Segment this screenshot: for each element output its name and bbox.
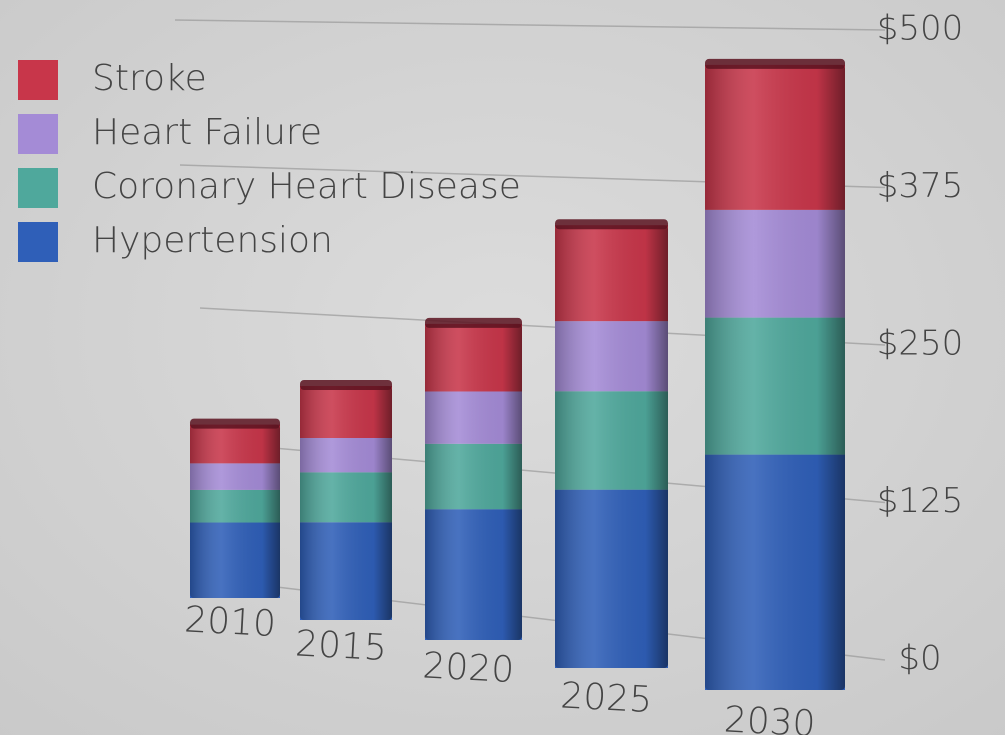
bar-top [425, 317, 522, 328]
bar-shading [300, 386, 392, 620]
x-tick-label: 2020 [422, 645, 516, 691]
x-tick-label: 2015 [294, 623, 388, 669]
grid-line [174, 19, 886, 31]
legend-label: Heart Failure [92, 112, 322, 153]
y-tick-label: $250 [877, 324, 964, 364]
bar-top [190, 418, 280, 429]
legend-swatch [18, 114, 58, 154]
legend-swatch [18, 222, 58, 262]
legend-label: Hypertension [92, 220, 333, 261]
y-tick-label: $500 [877, 9, 964, 49]
legend-swatch [18, 168, 58, 208]
bar-shading [555, 225, 668, 668]
y-tick-label: $0 [898, 639, 941, 679]
y-tick-label: $125 [877, 481, 964, 521]
bar-top [300, 380, 392, 390]
legend-label: Stroke [92, 58, 207, 99]
legend-label: Coronary Heart Disease [92, 166, 521, 207]
x-tick-label: 2010 [183, 599, 277, 645]
y-tick-label: $375 [877, 166, 964, 206]
bar-shading [190, 424, 280, 598]
x-tick-label: 2030 [723, 699, 817, 735]
legend-swatch [18, 60, 58, 100]
bar-shading [425, 323, 522, 640]
bar-shading [705, 64, 845, 690]
bar-top [705, 58, 845, 69]
x-tick-label: 2025 [559, 675, 653, 721]
bar-top [555, 219, 668, 230]
